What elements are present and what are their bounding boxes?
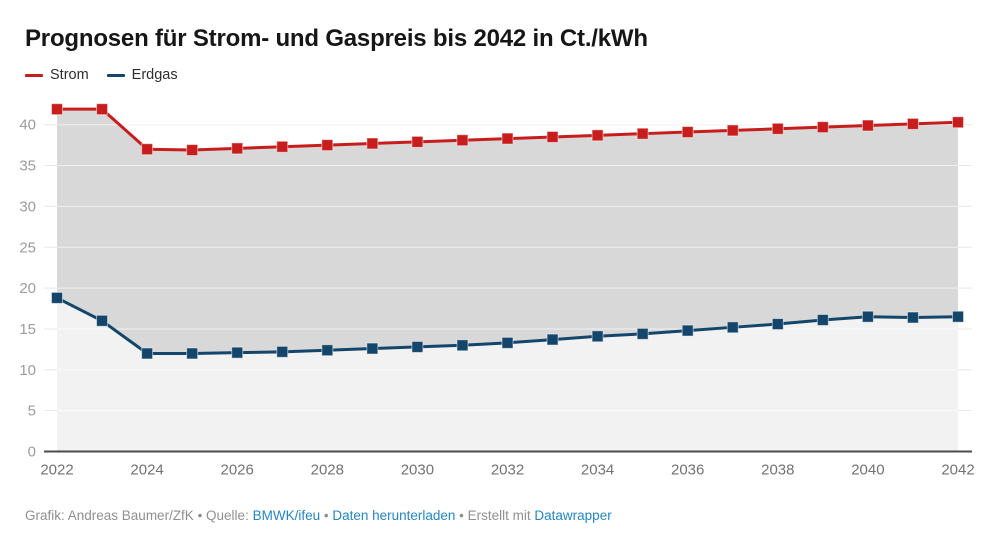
data-point-marker-erdgas[interactable] <box>51 291 63 304</box>
data-point-marker-erdgas[interactable] <box>726 321 739 334</box>
separator-dot: • <box>320 508 333 523</box>
y-axis-tick-label: 15 <box>19 321 36 338</box>
y-axis-tick-label: 0 <box>28 444 36 461</box>
y-axis-tick-label: 10 <box>19 362 36 379</box>
legend: Strom Erdgas <box>25 67 178 83</box>
created-with-text: • Erstellt mit <box>455 508 535 523</box>
x-axis-tick-label: 2032 <box>491 462 524 479</box>
area-between-series <box>57 109 958 354</box>
x-axis-tick-label: 2034 <box>581 462 614 479</box>
data-point-marker-strom[interactable] <box>96 103 109 116</box>
data-point-marker-erdgas[interactable] <box>681 324 694 337</box>
data-point-marker-erdgas[interactable] <box>456 339 469 352</box>
data-point-marker-strom[interactable] <box>681 126 694 139</box>
data-point-marker-strom[interactable] <box>411 135 424 148</box>
strom-line-dash-icon <box>25 73 43 77</box>
data-point-marker-erdgas[interactable] <box>231 346 244 359</box>
data-point-marker-erdgas[interactable] <box>276 345 289 358</box>
data-point-marker-strom[interactable] <box>771 122 784 135</box>
x-axis-tick-label: 2042 <box>941 462 974 479</box>
data-point-marker-strom[interactable] <box>231 142 244 155</box>
data-point-marker-erdgas[interactable] <box>591 330 604 343</box>
price-chart: 0 5 10 15 20 25 30 35 40 2022 2024 2026 2028 2030 2032… <box>0 90 1000 492</box>
data-point-marker-strom[interactable] <box>141 143 154 156</box>
x-axis-tick-label: 2040 <box>851 462 884 479</box>
download-data-link[interactable]: Daten herunterladen <box>332 508 456 523</box>
x-axis-tick-label: 2030 <box>401 462 434 479</box>
y-axis-tick-label: 30 <box>19 198 36 215</box>
y-axis-tick-label: 35 <box>19 158 36 175</box>
data-point-marker-erdgas[interactable] <box>321 344 334 357</box>
legend-label-strom: Strom <box>50 67 89 83</box>
data-point-marker-erdgas[interactable] <box>816 313 829 326</box>
credit-source-text: Grafik: Andreas Baumer/ZfK • Quelle: <box>25 508 253 523</box>
x-axis-tick-label: 2038 <box>761 462 794 479</box>
data-point-marker-erdgas[interactable] <box>546 333 559 346</box>
datawrapper-link[interactable]: Datawrapper <box>534 508 612 523</box>
y-axis-tick-label: 20 <box>19 280 36 297</box>
data-point-marker-strom[interactable] <box>861 119 874 132</box>
data-point-marker-erdgas[interactable] <box>186 347 199 360</box>
y-axis-tick-label: 25 <box>19 239 36 256</box>
y-axis-tick-label: 5 <box>28 403 36 420</box>
data-point-marker-erdgas[interactable] <box>771 318 784 331</box>
data-point-marker-strom[interactable] <box>186 144 199 157</box>
data-point-marker-strom[interactable] <box>952 116 964 129</box>
data-point-marker-erdgas[interactable] <box>952 310 964 323</box>
data-point-marker-strom[interactable] <box>501 132 514 145</box>
source-link[interactable]: BMWK/ifeu <box>252 508 321 523</box>
data-point-marker-strom[interactable] <box>321 139 334 152</box>
data-point-marker-strom[interactable] <box>276 140 289 153</box>
data-point-marker-strom[interactable] <box>906 117 919 130</box>
data-point-marker-strom[interactable] <box>816 121 829 134</box>
x-axis-tick-label: 2028 <box>311 462 344 479</box>
legend-label-erdgas: Erdgas <box>131 67 178 83</box>
area-below-erdgas <box>57 297 958 452</box>
x-axis-tick-label: 2024 <box>130 462 163 479</box>
data-point-marker-erdgas[interactable] <box>366 342 379 355</box>
x-axis-tick-label: 2036 <box>671 462 704 479</box>
legend-item-erdgas: Erdgas <box>106 67 178 83</box>
legend-item-strom: Strom <box>25 67 89 83</box>
data-point-marker-erdgas[interactable] <box>861 310 874 323</box>
footer-credits: Grafik: Andreas Baumer/ZfK • Quelle: BMW… <box>25 508 612 523</box>
data-point-marker-erdgas[interactable] <box>906 311 919 324</box>
data-point-marker-strom[interactable] <box>366 137 379 150</box>
data-point-marker-erdgas[interactable] <box>411 340 424 353</box>
data-point-marker-strom[interactable] <box>726 124 739 137</box>
data-point-marker-strom[interactable] <box>51 103 63 116</box>
erdgas-line-dash-icon <box>106 73 125 77</box>
data-point-marker-strom[interactable] <box>591 129 604 142</box>
data-point-marker-strom[interactable] <box>636 127 649 140</box>
data-point-marker-strom[interactable] <box>546 130 559 143</box>
data-point-marker-erdgas[interactable] <box>501 336 514 349</box>
data-point-marker-erdgas[interactable] <box>141 347 154 360</box>
data-point-marker-erdgas[interactable] <box>96 314 109 327</box>
y-axis-tick-label: 40 <box>19 117 36 134</box>
x-axis-tick-label: 2026 <box>221 462 254 479</box>
x-axis-tick-label: 2022 <box>40 462 73 479</box>
price-chart-svg: 0 5 10 15 20 25 30 35 40 2022 2024 2026 2028 2030 2032… <box>19 103 975 479</box>
chart-title: Prognosen für Strom- und Gaspreis bis 20… <box>25 25 648 52</box>
data-point-marker-strom[interactable] <box>456 134 469 147</box>
data-point-marker-erdgas[interactable] <box>636 327 649 340</box>
